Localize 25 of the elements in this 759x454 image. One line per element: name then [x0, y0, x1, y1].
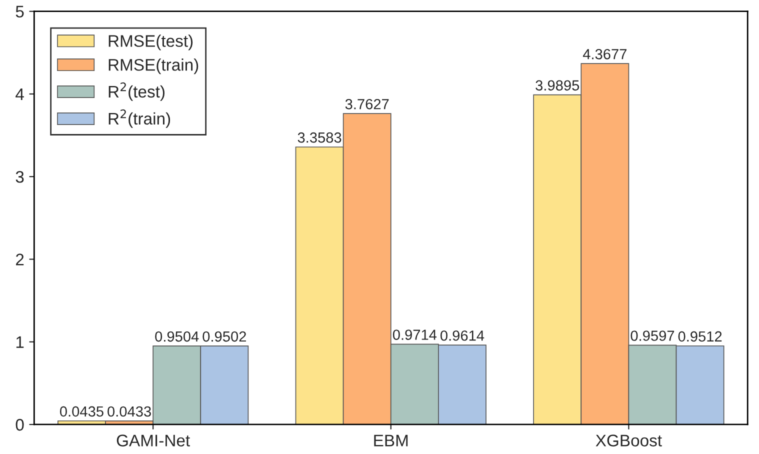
data-label: 3.7627: [345, 98, 389, 110]
y-tick-label: 2: [16, 254, 24, 266]
legend-label: RMSE(train): [108, 58, 198, 74]
legend-label: R$^{2}$(test): [108, 82, 164, 101]
data-label: 0.9714: [392, 330, 437, 340]
legend-label: RMSE(test): [108, 34, 193, 50]
data-label: 3.3583: [298, 132, 342, 143]
data-label: 0.0433: [108, 406, 151, 417]
x-tick-label: XGBoost: [596, 434, 662, 446]
data-label: 0.9512: [678, 331, 722, 342]
data-label: 0.9614: [440, 330, 484, 341]
y-tick-label: 4: [16, 88, 24, 100]
data-label: 0.9502: [202, 331, 246, 342]
y-tick-label: 5: [16, 6, 24, 18]
y-tick-label: 1: [16, 336, 24, 348]
x-tick-label: GAMI-Net: [116, 434, 190, 446]
data-label: 4.3677: [582, 48, 626, 60]
data-label: 0.0435: [60, 406, 104, 417]
legend-label: R$^{2}$(train): [108, 109, 170, 128]
data-label: 0.9597: [630, 330, 674, 341]
data-label: 0.9504: [155, 331, 199, 342]
y-tick-label: 3: [16, 171, 24, 183]
x-tick-label: EBM: [374, 434, 408, 446]
data-label: 3.9895: [536, 80, 580, 91]
y-tick-label: 0: [16, 418, 24, 431]
